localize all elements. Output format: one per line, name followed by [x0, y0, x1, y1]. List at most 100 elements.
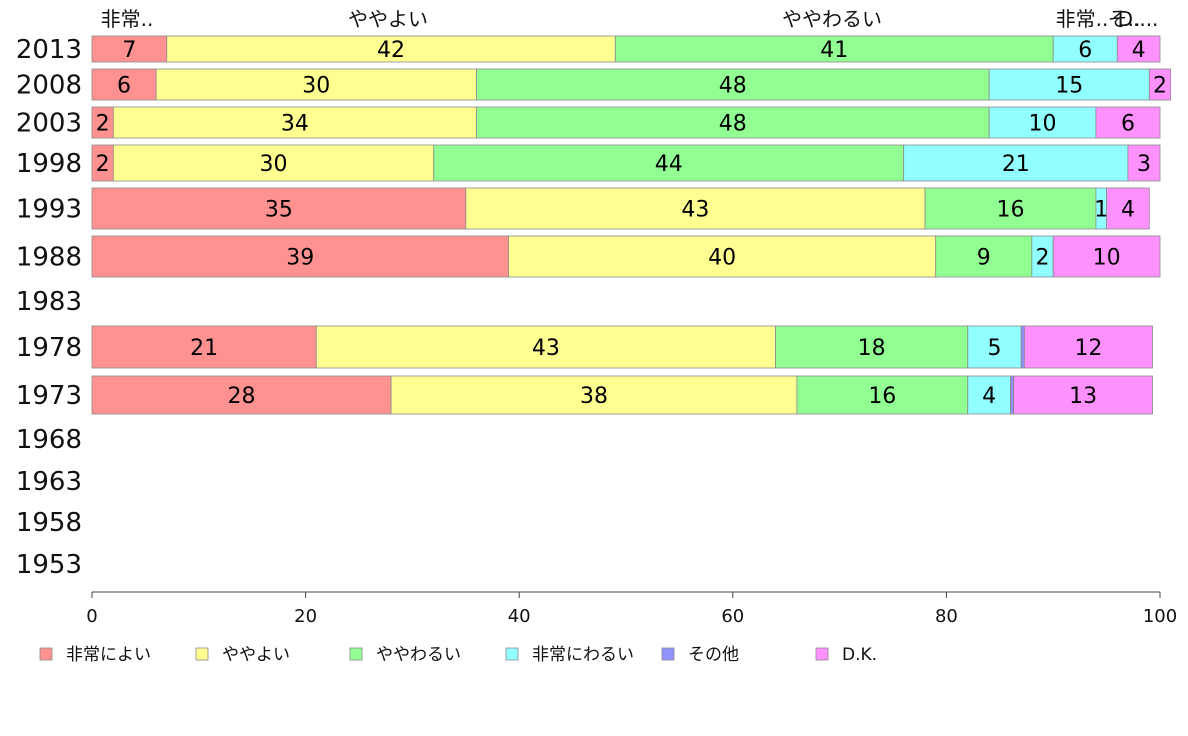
x-tick-label-100: 100	[1143, 606, 1177, 627]
bar-segment-2013-5	[1116, 35, 1161, 63]
x-tick-label-80: 80	[935, 606, 958, 627]
bar-segment-2008-1	[155, 68, 477, 101]
category-label-1953: 1953	[16, 550, 82, 580]
data-label-1998-0: 2	[96, 152, 110, 177]
legend-label-0: 非常によい	[66, 645, 151, 665]
data-label-1988-0: 39	[286, 246, 314, 271]
bar-segment-1973-5	[1013, 375, 1153, 415]
top-series-label-3: 非常..	[1056, 7, 1109, 31]
bar-segment-1998-3	[903, 144, 1129, 182]
data-label-1998-3: 21	[1002, 152, 1030, 177]
data-label-1978-5: 12	[1074, 336, 1102, 361]
bar-segment-1993-0	[91, 187, 467, 230]
x-tick-label-0: 0	[86, 606, 97, 627]
bar-segment-2003-2	[476, 106, 990, 139]
data-label-1978-2: 18	[858, 336, 886, 361]
data-label-2013-2: 41	[820, 38, 848, 63]
bar-segment-1993-1	[465, 187, 926, 230]
data-label-1993-1: 43	[681, 198, 709, 223]
bar-segment-1998-2	[433, 144, 905, 182]
data-label-1988-3: 2	[1036, 246, 1050, 271]
legend-swatch-2	[349, 647, 363, 661]
bar-segment-1978-4	[1020, 325, 1025, 369]
data-label-2013-1: 42	[377, 38, 405, 63]
category-label-1973: 1973	[16, 381, 82, 411]
data-label-2008-5: 2	[1153, 74, 1167, 99]
x-tick-label-40: 40	[508, 606, 531, 627]
bar-segment-1978-5	[1023, 325, 1153, 369]
data-label-1973-5: 13	[1069, 384, 1097, 409]
bar-segment-2008-5	[1148, 68, 1172, 101]
category-label-1983: 1983	[16, 287, 82, 317]
bar-segment-2008-0	[91, 68, 157, 101]
data-label-1998-1: 30	[260, 152, 288, 177]
top-series-label-4: そ..	[1108, 7, 1141, 31]
bar-segment-1978-2	[775, 325, 969, 369]
data-label-1993-3: 1	[1094, 198, 1108, 223]
legend-label-4: その他	[688, 645, 739, 665]
data-label-2003-2: 48	[719, 112, 747, 137]
bar-segment-2008-3	[988, 68, 1150, 101]
bar-segment-1978-0	[91, 325, 317, 369]
data-label-1998-2: 44	[655, 152, 683, 177]
data-label-1993-5: 4	[1121, 198, 1135, 223]
bar-segment-1988-2	[935, 235, 1033, 278]
legend-label-5: D.K.	[842, 645, 877, 665]
legend-label-3: 非常にわるい	[532, 645, 634, 665]
bar-segment-1998-1	[112, 144, 435, 182]
data-label-2008-3: 15	[1055, 74, 1083, 99]
legend-swatch-5	[815, 647, 829, 661]
category-label-2013: 2013	[16, 35, 82, 65]
data-label-2013-3: 6	[1078, 38, 1092, 63]
data-label-2003-3: 10	[1029, 112, 1057, 137]
data-label-1978-0: 21	[190, 336, 218, 361]
data-label-2013-0: 7	[122, 38, 136, 63]
legend-swatch-4	[661, 647, 675, 661]
legend-label-1: ややよい	[222, 645, 290, 665]
data-label-1993-2: 16	[996, 198, 1024, 223]
bar-segment-1988-0	[91, 235, 509, 278]
data-label-1988-1: 40	[708, 246, 736, 271]
legend-label-2: ややわるい	[376, 645, 461, 665]
category-label-1988: 1988	[16, 243, 82, 273]
category-label-1993: 1993	[16, 195, 82, 225]
bar-segment-1998-5	[1127, 144, 1161, 182]
top-series-label-0: 非常..	[101, 7, 154, 31]
bar-segment-1973-1	[390, 375, 798, 415]
category-label-2003: 2003	[16, 109, 82, 139]
bar-segment-2003-3	[988, 106, 1097, 139]
category-label-1968: 1968	[16, 425, 82, 455]
data-label-2003-0: 2	[96, 112, 110, 137]
data-label-2003-5: 6	[1121, 112, 1135, 137]
bar-segment-2013-2	[614, 35, 1054, 63]
data-label-2013-5: 4	[1132, 38, 1146, 63]
bar-segment-2013-1	[166, 35, 616, 63]
data-label-1973-0: 28	[228, 384, 256, 409]
data-label-1988-5: 10	[1093, 246, 1121, 271]
category-label-1963: 1963	[16, 467, 82, 497]
bar-segment-1973-2	[796, 375, 969, 415]
data-label-2008-0: 6	[117, 74, 131, 99]
data-label-1988-2: 9	[977, 246, 991, 271]
x-tick-label-20: 20	[294, 606, 317, 627]
data-label-1973-2: 16	[868, 384, 896, 409]
legend-swatch-0	[39, 647, 53, 661]
bar-segment-1978-1	[315, 325, 776, 369]
top-series-label-1: ややよい	[348, 7, 428, 31]
data-label-1993-0: 35	[265, 198, 293, 223]
data-label-1978-1: 43	[532, 336, 560, 361]
legend-swatch-1	[195, 647, 209, 661]
top-series-label-2: ややわるい	[782, 7, 882, 31]
data-label-1973-1: 38	[580, 384, 608, 409]
legend-swatch-3	[505, 647, 519, 661]
data-label-2008-1: 30	[302, 74, 330, 99]
data-label-1978-3: 5	[987, 336, 1001, 361]
category-label-1998: 1998	[16, 149, 82, 179]
top-series-label-5: D....	[1118, 7, 1159, 31]
bar-segment-1993-5	[1106, 187, 1150, 230]
bar-segment-2013-0	[91, 35, 168, 63]
bar-segment-1973-3	[967, 375, 1011, 415]
category-label-1958: 1958	[16, 508, 82, 538]
category-label-1978: 1978	[16, 333, 82, 363]
